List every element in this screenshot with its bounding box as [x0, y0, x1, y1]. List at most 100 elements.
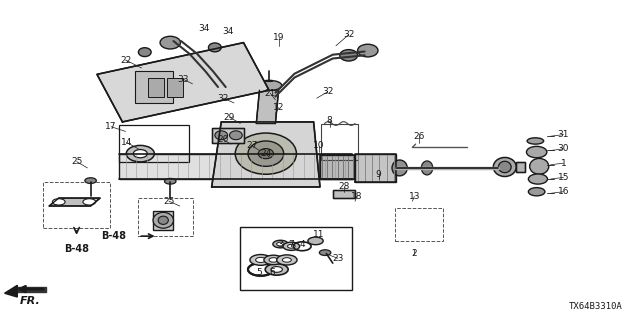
Text: 10: 10: [313, 141, 324, 150]
Ellipse shape: [269, 258, 278, 262]
Text: 3: 3: [278, 240, 284, 249]
Bar: [119, 125, 189, 162]
Text: 5: 5: [257, 268, 262, 277]
Text: 9: 9: [376, 170, 381, 179]
Ellipse shape: [273, 240, 288, 248]
Text: B-48: B-48: [64, 244, 89, 254]
Ellipse shape: [230, 131, 243, 140]
Ellipse shape: [126, 145, 154, 162]
Ellipse shape: [527, 138, 543, 144]
Text: 14: 14: [121, 138, 132, 147]
Text: TX64B3310A: TX64B3310A: [569, 302, 623, 311]
Text: 18: 18: [351, 192, 363, 201]
Polygon shape: [333, 190, 355, 198]
Text: 32: 32: [218, 94, 229, 103]
Text: 13: 13: [408, 192, 420, 201]
Ellipse shape: [529, 174, 547, 184]
Ellipse shape: [258, 148, 273, 159]
Polygon shape: [212, 122, 320, 187]
Bar: [135, 71, 173, 103]
Ellipse shape: [133, 149, 147, 158]
Bar: [321, 124, 358, 160]
Polygon shape: [212, 128, 244, 142]
Ellipse shape: [499, 161, 511, 173]
Ellipse shape: [276, 242, 284, 246]
Ellipse shape: [529, 188, 545, 196]
Text: 27: 27: [246, 141, 257, 150]
Text: 34: 34: [198, 24, 210, 33]
Text: 19: 19: [273, 33, 284, 42]
Text: 33: 33: [177, 75, 189, 84]
Ellipse shape: [358, 44, 378, 57]
Ellipse shape: [256, 80, 282, 91]
Text: 11: 11: [313, 230, 324, 239]
Text: 21: 21: [264, 89, 276, 98]
Ellipse shape: [255, 257, 266, 262]
Text: 28: 28: [339, 182, 350, 191]
Ellipse shape: [340, 50, 358, 61]
Bar: [167, 77, 183, 97]
Polygon shape: [516, 162, 525, 172]
Text: 2: 2: [412, 249, 417, 258]
Text: 32: 32: [343, 30, 355, 39]
Bar: [43, 182, 109, 228]
Ellipse shape: [248, 141, 284, 166]
Ellipse shape: [236, 133, 296, 174]
Ellipse shape: [392, 160, 407, 176]
Ellipse shape: [283, 242, 300, 251]
Text: B-48: B-48: [100, 231, 125, 241]
Text: 23: 23: [332, 254, 344, 263]
Ellipse shape: [138, 48, 151, 57]
Ellipse shape: [493, 157, 516, 177]
Ellipse shape: [52, 199, 65, 205]
Bar: [148, 77, 164, 97]
Ellipse shape: [215, 131, 228, 140]
Text: 22: 22: [120, 56, 131, 65]
Ellipse shape: [264, 255, 283, 265]
Ellipse shape: [160, 36, 180, 49]
Ellipse shape: [421, 161, 433, 175]
Text: 4: 4: [300, 240, 305, 249]
Text: 34: 34: [222, 27, 234, 36]
Text: 26: 26: [413, 132, 424, 141]
Ellipse shape: [308, 237, 323, 245]
Bar: [241, 227, 352, 290]
Text: 17: 17: [105, 122, 116, 131]
Text: 29: 29: [224, 113, 236, 122]
Polygon shape: [256, 90, 278, 124]
Text: 8: 8: [326, 116, 332, 125]
Ellipse shape: [209, 43, 221, 52]
Ellipse shape: [265, 264, 288, 275]
Polygon shape: [355, 154, 396, 182]
Polygon shape: [14, 287, 46, 292]
Polygon shape: [49, 198, 100, 206]
Ellipse shape: [83, 199, 96, 205]
Bar: [395, 208, 443, 241]
Polygon shape: [153, 211, 173, 230]
Ellipse shape: [287, 244, 295, 248]
Text: 25: 25: [163, 197, 175, 206]
Text: 24: 24: [260, 149, 271, 158]
Polygon shape: [119, 154, 352, 179]
Text: 7: 7: [289, 240, 294, 249]
Text: 31: 31: [557, 130, 569, 139]
Text: 20: 20: [218, 135, 229, 144]
Polygon shape: [97, 43, 269, 122]
Ellipse shape: [282, 258, 291, 262]
Text: 12: 12: [273, 103, 284, 112]
Ellipse shape: [153, 212, 173, 228]
Ellipse shape: [271, 267, 282, 272]
Text: 30: 30: [557, 144, 569, 153]
Ellipse shape: [530, 158, 548, 174]
Bar: [138, 198, 193, 236]
Text: 32: 32: [322, 87, 333, 96]
Text: 6: 6: [269, 268, 275, 277]
Polygon shape: [320, 155, 355, 179]
Ellipse shape: [319, 250, 331, 255]
Ellipse shape: [85, 178, 97, 183]
Ellipse shape: [276, 255, 297, 265]
Ellipse shape: [164, 178, 176, 184]
Ellipse shape: [527, 146, 547, 158]
Text: 1: 1: [561, 159, 566, 168]
Text: 25: 25: [71, 157, 83, 166]
